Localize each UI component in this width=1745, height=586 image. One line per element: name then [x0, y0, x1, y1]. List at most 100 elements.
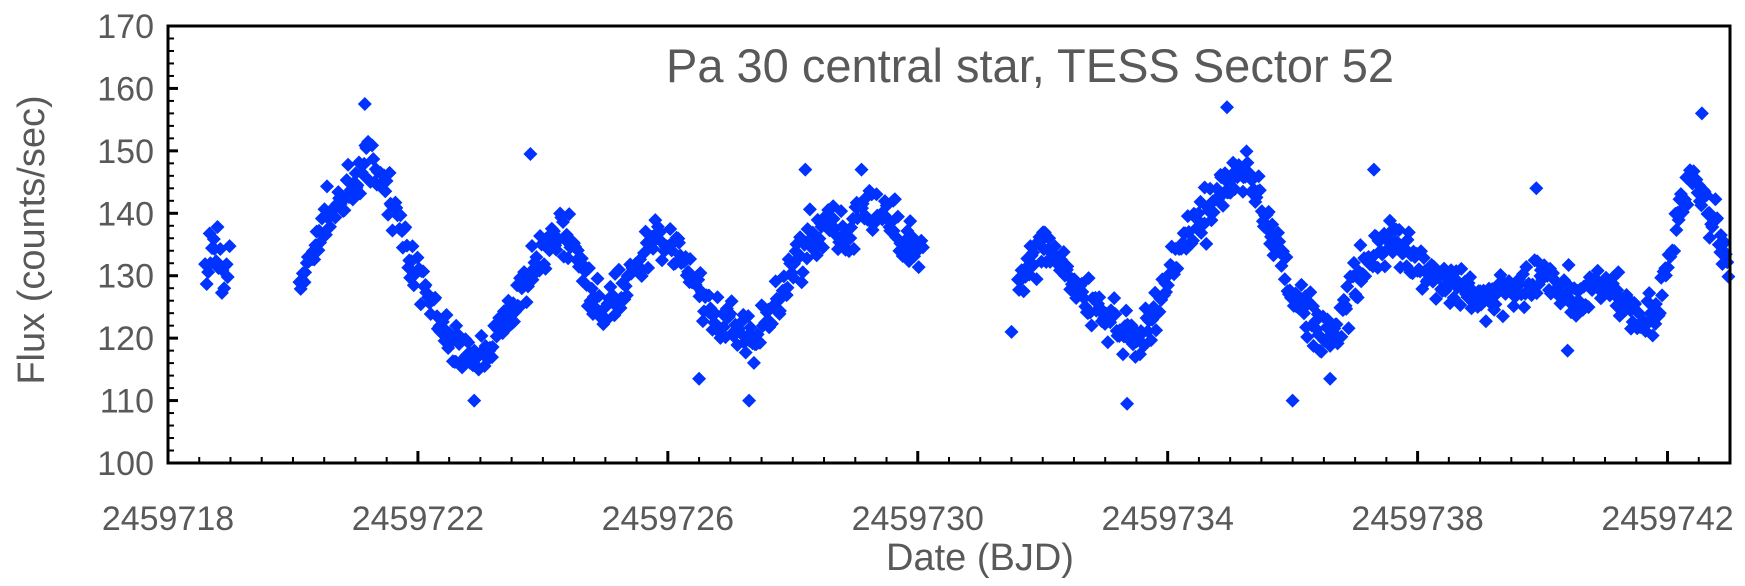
- tick-labels: 100 110 120 130 140 150 160 170 2459718 2459722 24…: [97, 8, 1733, 538]
- data-point: [1252, 183, 1267, 198]
- data-point: [1669, 223, 1684, 237]
- data-point: [1353, 238, 1368, 253]
- data-point: [611, 262, 626, 277]
- data-point: [869, 187, 884, 202]
- data-point: [220, 270, 235, 284]
- data-point: [1235, 184, 1250, 199]
- data-point: [507, 314, 521, 329]
- data-point: [1261, 204, 1276, 219]
- data-point: [556, 215, 570, 229]
- data-point: [519, 295, 534, 310]
- data-point: [1339, 301, 1354, 316]
- data-point: [1590, 263, 1605, 278]
- data-point: [1529, 181, 1544, 196]
- data-point: [592, 288, 607, 303]
- data-point: [723, 306, 738, 321]
- data-point: [1392, 222, 1407, 237]
- data-point: [1645, 328, 1660, 343]
- data-point: [549, 242, 564, 257]
- data-point: [1702, 230, 1717, 245]
- data-point: [1160, 278, 1175, 293]
- data-point: [405, 239, 420, 254]
- data-point: [341, 157, 356, 172]
- data-point: [406, 278, 421, 293]
- x-tick-label: 2459718: [102, 500, 234, 538]
- data-point: [834, 204, 849, 219]
- data-point: [802, 202, 817, 217]
- y-tick-label: 110: [100, 383, 154, 421]
- x-tick-label: 2459726: [602, 500, 734, 538]
- data-point: [1186, 233, 1200, 248]
- data-point: [724, 294, 739, 309]
- data-point: [416, 264, 431, 279]
- data-point: [320, 179, 334, 194]
- data-point: [1265, 217, 1280, 232]
- data-point: [474, 328, 489, 343]
- data-point: [1717, 235, 1732, 250]
- data-point: [357, 97, 372, 111]
- data-point: [485, 340, 500, 354]
- data-point: [1303, 285, 1318, 300]
- data-point: [1680, 197, 1695, 212]
- data-point: [619, 288, 634, 303]
- data-point: [1429, 291, 1443, 306]
- data-point: [199, 277, 214, 291]
- data-point: [846, 242, 861, 256]
- data-point: [1721, 269, 1736, 284]
- data-point: [826, 211, 841, 226]
- data-point: [683, 252, 698, 266]
- data-point: [1116, 347, 1130, 362]
- data-point: [1463, 270, 1478, 285]
- data-point: [1454, 261, 1469, 276]
- data-point: [903, 214, 918, 229]
- data-point: [772, 303, 787, 318]
- data-point: [1100, 335, 1115, 350]
- data-point: [337, 203, 352, 218]
- data-point: [529, 250, 544, 265]
- data-point: [1655, 288, 1670, 303]
- data-point: [780, 280, 795, 295]
- data-point: [1642, 286, 1657, 301]
- data-point: [1694, 198, 1709, 213]
- data-point: [1478, 314, 1493, 329]
- data-point: [794, 275, 809, 290]
- data-point: [365, 138, 380, 153]
- data-point: [382, 165, 397, 180]
- data-point: [1220, 100, 1234, 115]
- data-point: [708, 306, 722, 321]
- data-point: [1285, 393, 1300, 408]
- data-point: [523, 147, 538, 161]
- x-tick-label: 2459722: [352, 500, 484, 538]
- data-point: [663, 222, 678, 236]
- x-tick-label: 2459734: [1101, 500, 1233, 538]
- data-point: [798, 162, 813, 177]
- data-points: [198, 97, 1736, 411]
- y-tick-label: 100: [97, 445, 154, 483]
- data-point: [1314, 344, 1329, 359]
- data-point: [538, 261, 553, 276]
- data-point: [1048, 239, 1062, 254]
- y-tick-label: 160: [97, 70, 154, 108]
- y-tick-label: 150: [97, 133, 154, 171]
- y-tick-label: 130: [97, 258, 154, 296]
- data-point: [655, 253, 669, 268]
- data-point: [1694, 106, 1709, 121]
- data-point: [1377, 259, 1392, 274]
- data-point: [398, 220, 413, 235]
- data-point: [1611, 265, 1626, 280]
- data-point: [1517, 300, 1532, 315]
- data-point: [590, 271, 605, 286]
- y-tick-label: 170: [97, 8, 154, 46]
- data-point: [618, 279, 633, 294]
- data-point: [323, 219, 337, 234]
- data-point: [907, 249, 922, 264]
- data-point: [1401, 225, 1416, 240]
- data-point: [1240, 155, 1255, 170]
- data-point: [1119, 303, 1134, 318]
- data-point: [328, 210, 343, 225]
- data-point: [461, 335, 476, 350]
- data-point: [1056, 245, 1071, 259]
- data-point: [1206, 205, 1221, 220]
- data-point: [890, 209, 905, 224]
